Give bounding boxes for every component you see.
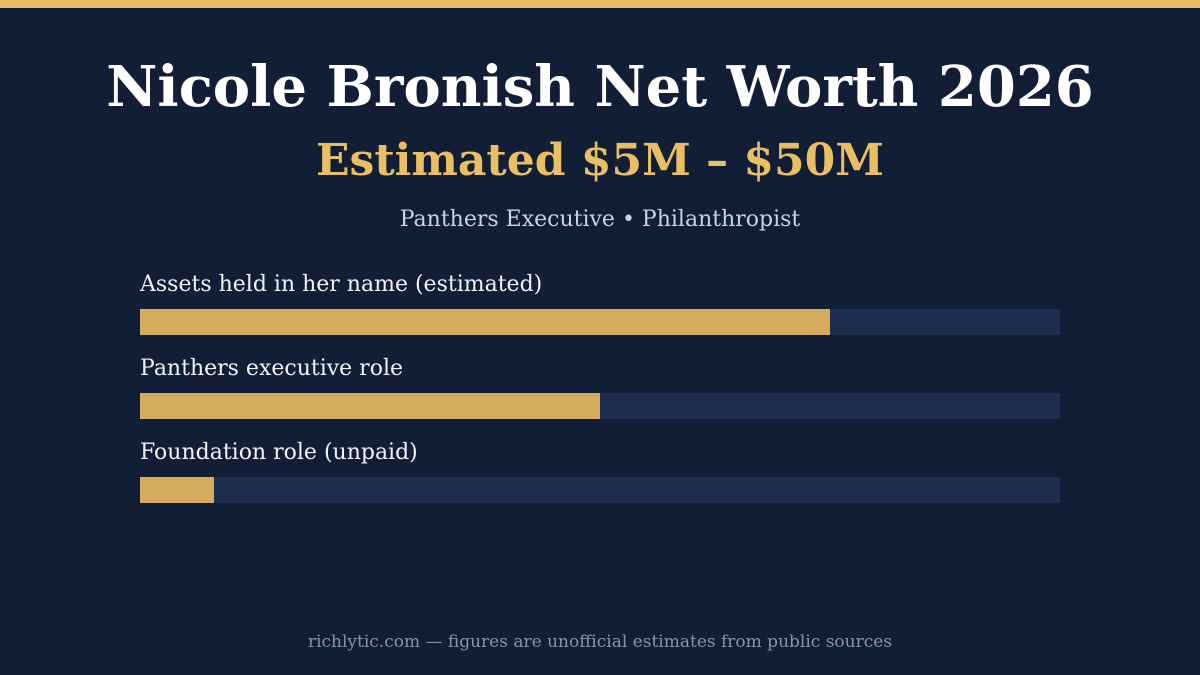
- bar-track: [140, 309, 1060, 335]
- bar-fill: [140, 309, 830, 335]
- bar-label: Foundation role (unpaid): [140, 440, 418, 465]
- bar-row: Assets held in her name (estimated): [140, 270, 1060, 354]
- page-title: Nicole Bronish Net Worth 2026: [106, 54, 1094, 120]
- bar-label: Panthers executive role: [140, 356, 404, 381]
- bar-fill: [140, 477, 214, 503]
- net-worth-estimate: Estimated $5M – $50M: [316, 135, 884, 186]
- bar-row: Foundation role (unpaid): [140, 438, 1060, 522]
- bar-chart: Assets held in her name (estimated) Pant…: [140, 270, 1060, 522]
- bar-row: Panthers executive role: [140, 354, 1060, 438]
- role-tagline: Panthers Executive • Philanthropist: [399, 207, 801, 232]
- source-footer: richlytic.com — figures are unofficial e…: [307, 632, 893, 652]
- bar-track: [140, 393, 1060, 419]
- top-accent-stripe: [0, 0, 1200, 8]
- bar-fill: [140, 393, 600, 419]
- bar-label: Assets held in her name (estimated): [140, 272, 543, 297]
- bar-track: [140, 477, 1060, 503]
